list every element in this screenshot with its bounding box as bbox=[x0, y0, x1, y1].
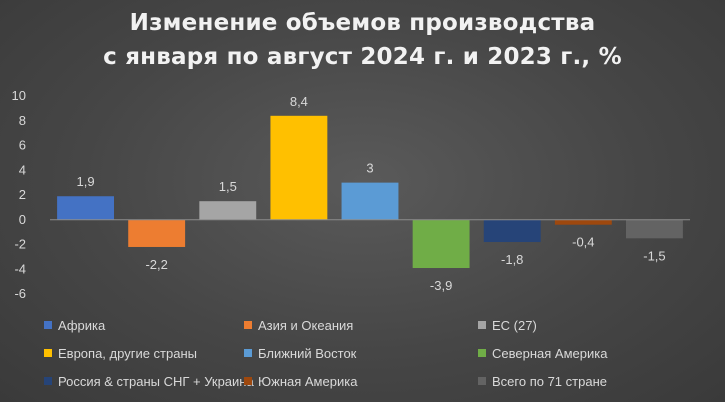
chart-title-line-1: Изменение объемов производства bbox=[129, 10, 596, 36]
legend-label: Россия & страны СНГ + Украина bbox=[58, 373, 254, 389]
data-label: 1,5 bbox=[219, 179, 237, 194]
legend-item: Африка bbox=[44, 317, 105, 333]
y-tick-label: 2 bbox=[19, 187, 26, 202]
legend-label: Азия и Океания bbox=[258, 317, 354, 333]
data-label: -2,2 bbox=[145, 257, 167, 272]
legend-label: Африка bbox=[58, 317, 106, 333]
y-tick-label: -4 bbox=[14, 261, 26, 276]
bar-5 bbox=[341, 182, 399, 220]
y-tick-label: 10 bbox=[12, 88, 26, 103]
y-tick-label: 0 bbox=[19, 212, 26, 227]
y-tick-label: 8 bbox=[19, 113, 26, 128]
legend-item: Азия и Океания bbox=[244, 317, 353, 333]
legend-item: Северная Америка bbox=[478, 345, 607, 361]
legend-item: Южная Америка bbox=[244, 373, 357, 389]
y-tick-label: 4 bbox=[19, 162, 26, 177]
legend-swatch bbox=[244, 321, 252, 329]
legend-swatch bbox=[44, 321, 52, 329]
bar-6 bbox=[412, 219, 470, 269]
legend-label: Всего по 71 стране bbox=[492, 373, 607, 389]
bar-4 bbox=[270, 115, 328, 220]
data-label: 8,4 bbox=[290, 94, 308, 109]
data-label: 1,9 bbox=[77, 174, 95, 189]
legend-swatch bbox=[244, 377, 252, 385]
legend-label: Южная Америка bbox=[258, 373, 358, 389]
bar-1 bbox=[57, 196, 114, 220]
legend-swatch bbox=[478, 321, 486, 329]
data-label: -1,8 bbox=[501, 252, 523, 267]
legend-swatch bbox=[44, 377, 52, 385]
data-label: -3,9 bbox=[430, 278, 452, 293]
bar-9 bbox=[626, 219, 683, 239]
legend-item: ЕС (27) bbox=[478, 317, 537, 333]
bar-7 bbox=[483, 219, 541, 243]
y-tick-label: -2 bbox=[14, 237, 26, 252]
legend-label: ЕС (27) bbox=[492, 317, 537, 333]
data-label: -0,4 bbox=[572, 235, 594, 250]
legend-label: Европа, другие страны bbox=[58, 345, 197, 361]
legend-swatch bbox=[478, 377, 486, 385]
bar-2 bbox=[128, 219, 186, 247]
legend-item: Европа, другие страны bbox=[44, 345, 197, 361]
y-tick-label: -6 bbox=[14, 286, 26, 301]
data-label: 3 bbox=[366, 161, 373, 176]
legend-label: Ближний Восток bbox=[258, 345, 357, 361]
bar-8 bbox=[554, 219, 612, 225]
legend-item: Ближний Восток bbox=[244, 345, 356, 361]
chart-title-line-2: с января по август 2024 г. и 2023 г., % bbox=[103, 44, 622, 70]
legend-swatch bbox=[44, 349, 52, 357]
legend-item: Россия & страны СНГ + Украина bbox=[44, 373, 254, 389]
data-label: -1,5 bbox=[643, 248, 665, 263]
legend-swatch bbox=[244, 349, 252, 357]
legend-swatch bbox=[478, 349, 486, 357]
legend-item: Всего по 71 стране bbox=[478, 373, 607, 389]
bar-3 bbox=[199, 201, 257, 220]
y-tick-label: 6 bbox=[19, 138, 26, 153]
legend-label: Северная Америка bbox=[492, 345, 608, 361]
